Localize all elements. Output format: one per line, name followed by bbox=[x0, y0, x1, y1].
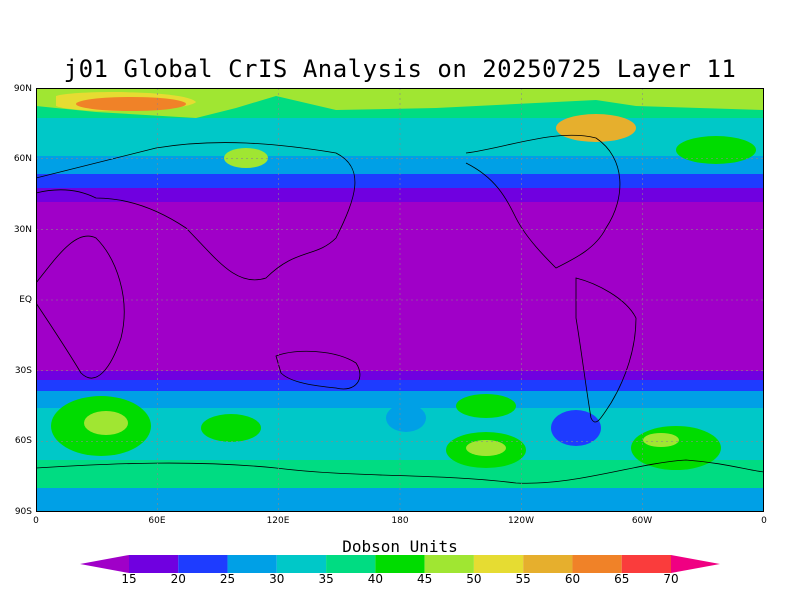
north-pole-max bbox=[76, 97, 186, 111]
colorbar-label: 40 bbox=[367, 572, 383, 586]
colorbar-label: 60 bbox=[564, 572, 581, 586]
lat-label-90n: 90N bbox=[13, 84, 32, 94]
colorbar-segment bbox=[572, 555, 622, 573]
colorbar-label: 70 bbox=[663, 572, 679, 586]
lat-label-eq: EQ bbox=[19, 295, 32, 305]
lon-label-180: 180 bbox=[391, 516, 409, 526]
coast-eurasia bbox=[36, 142, 356, 281]
band-south-blue bbox=[36, 380, 764, 394]
coast-antarctica bbox=[36, 459, 764, 484]
colorbar-label: 35 bbox=[318, 572, 334, 586]
map-panel bbox=[36, 88, 764, 512]
ozone-map bbox=[36, 88, 764, 512]
coastlines bbox=[36, 134, 764, 484]
coast-africa bbox=[36, 235, 125, 379]
map-title: j01 Global CrIS Analysis on 20250725 Lay… bbox=[63, 55, 737, 83]
south-australia-high bbox=[201, 414, 261, 442]
colorbar-segment bbox=[424, 555, 474, 573]
graticule bbox=[36, 88, 764, 512]
colorbar-label: 55 bbox=[515, 572, 531, 586]
colorbar-label: 30 bbox=[269, 572, 285, 586]
colorbar bbox=[80, 555, 720, 573]
colorbar-segment bbox=[523, 555, 573, 573]
lat-label-60n: 60N bbox=[13, 154, 32, 164]
south-lowozone-blue bbox=[551, 410, 601, 446]
south-atlantic-peak bbox=[643, 433, 679, 447]
colorbar-segment bbox=[326, 555, 376, 573]
colorbar-label: 50 bbox=[466, 572, 482, 586]
south-indian-peak bbox=[84, 411, 128, 435]
lat-label-30n: 30N bbox=[13, 225, 32, 235]
lon-label-120e: 120E bbox=[266, 516, 290, 526]
band-south-lightblue bbox=[36, 391, 764, 411]
south-lowozone-blue2 bbox=[386, 404, 426, 432]
colorbar-arrow-low bbox=[80, 555, 129, 573]
coast-north-america bbox=[465, 134, 621, 269]
colorbar-segment bbox=[129, 555, 179, 573]
colorbar-segment bbox=[621, 555, 671, 573]
lat-label-30s: 30S bbox=[14, 366, 32, 376]
colorbar-label: 20 bbox=[170, 572, 186, 586]
colorbar-segment bbox=[375, 555, 425, 573]
colorbar-label: 45 bbox=[416, 572, 433, 586]
colorbar-arrow-high bbox=[671, 555, 720, 573]
coast-south-america bbox=[575, 277, 637, 423]
colorbar-segment bbox=[473, 555, 524, 573]
colorbar-label: 15 bbox=[121, 572, 137, 586]
lon-label-0-left: 0 bbox=[33, 516, 39, 526]
lat-label-60s: 60S bbox=[14, 436, 32, 446]
colorbar-title: Dobson Units bbox=[342, 537, 458, 556]
colorbar-segment bbox=[276, 555, 327, 573]
south-pacific-peak bbox=[466, 440, 506, 456]
south-atlantic-high bbox=[631, 426, 721, 470]
north-siberia-green bbox=[224, 148, 268, 168]
coast-australia bbox=[275, 350, 361, 390]
lon-label-0-right: 0 bbox=[761, 516, 767, 526]
lon-label-120w: 120W bbox=[507, 516, 535, 526]
lon-label-60w: 60W bbox=[631, 516, 653, 526]
map-border bbox=[36, 88, 764, 512]
lat-label-90s: 90S bbox=[14, 507, 32, 517]
south-pacific-high bbox=[456, 394, 516, 418]
colorbar-segment bbox=[227, 555, 277, 573]
colorbar-segment bbox=[178, 555, 228, 573]
lon-label-60e: 60E bbox=[148, 516, 166, 526]
north-atlantic-green bbox=[676, 136, 756, 164]
colorbar-label: 65 bbox=[614, 572, 630, 586]
colorbar-label: 25 bbox=[219, 572, 236, 586]
